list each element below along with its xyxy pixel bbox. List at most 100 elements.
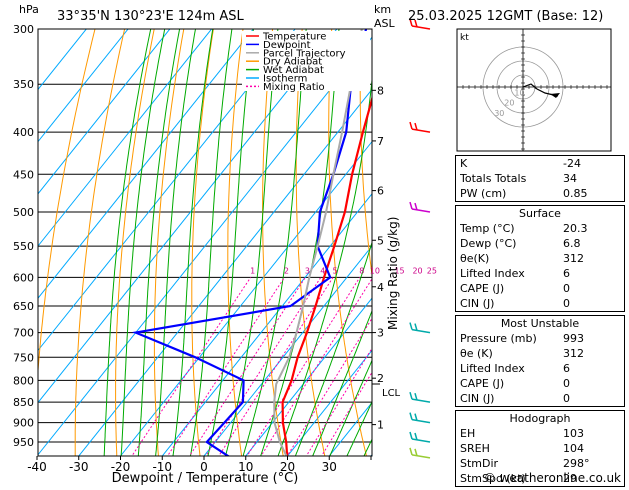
index-row: CAPE (J)0 [456,281,624,296]
pressure-tick-label: 650 [13,300,34,313]
hodograph-ring-label: 30 [494,109,504,118]
index-key: PW (cm) [460,186,563,201]
mixing-ratio-line [205,277,333,478]
mixing-ratio-label: 2 [284,266,289,275]
index-key: Lifted Index [460,361,563,376]
wind-barb [410,202,430,212]
index-row: K-24 [456,156,624,171]
index-row: PW (cm)0.85 [456,186,624,201]
mixing-ratio-label: 3 [305,266,310,275]
km-tick-label: 5 [377,234,384,247]
x-tick-label: -30 [69,460,89,474]
index-value: 6.8 [563,236,620,251]
mixing-ratio-label: 4 [320,266,325,275]
mixing-ratio-line [192,277,321,478]
pressure-tick-label: 750 [13,351,34,364]
index-key: CIN (J) [460,391,563,406]
isotherm-line [0,4,273,478]
index-value: 6 [563,266,620,281]
dry-adiabat [391,4,457,478]
wind-barb [410,448,430,458]
x-axis-label: Dewpoint / Temperature (°C) [112,471,299,486]
mixing-ratio-line [117,277,250,478]
hodograph-title: Hodograph [456,411,624,426]
km-unit-label: km [374,3,391,16]
index-key: StmDir [460,456,563,471]
wind-barb [410,413,430,423]
hodograph-ring-label: 10 [514,89,524,98]
index-value: 104 [563,441,620,456]
most-unstable-title: Most Unstable [456,316,624,331]
index-value: 312 [563,251,620,266]
index-value: 29 [563,471,620,486]
wet-adiabat [120,4,170,478]
index-row: CIN (J)0 [456,391,624,406]
index-value: 0.85 [563,186,620,201]
index-key: θe (K) [460,346,563,361]
index-key: CIN (J) [460,296,563,311]
km-tick-label: 4 [377,281,384,294]
index-row: θe (K)312 [456,346,624,361]
km-tick-label: 6 [377,185,384,198]
km-tick-label: 1 [377,419,384,432]
pressure-tick-label: 800 [13,374,34,387]
lcl-label: LCL [382,388,401,399]
index-value: 993 [563,331,620,346]
pressure-tick-label: 300 [13,23,34,36]
wind-barb [410,392,430,402]
hodograph-ring-label: 20 [504,99,514,108]
index-value: 0 [563,376,620,391]
km-tick-label: 7 [377,135,384,148]
index-row: Temp (°C)20.3 [456,221,624,236]
x-tick-label: -40 [27,460,47,474]
mixing-ratio-line [309,277,430,478]
index-key: K [460,156,563,171]
index-value: -24 [563,156,620,171]
index-row: Dewp (°C)6.8 [456,236,624,251]
index-key: Lifted Index [460,266,563,281]
index-row: CIN (J)0 [456,296,624,311]
mixing-ratio-label: 10 [370,266,380,275]
pressure-tick-label: 950 [13,436,34,449]
index-key: CAPE (J) [460,281,563,296]
index-value: 0 [563,391,620,406]
pressure-tick-label: 850 [13,396,34,409]
hodograph-frame [457,29,611,151]
pressure-tick-label: 350 [13,78,34,91]
index-value: 0 [563,281,620,296]
index-key: StmSpd (kt) [460,471,563,486]
wind-barb [410,432,430,442]
index-row: StmSpd (kt)29 [456,471,624,486]
hodograph-unit: kt [460,33,469,43]
index-value: 0 [563,296,620,311]
km-tick-label: 3 [377,327,384,340]
dry-adiabat [192,4,218,478]
index-row: CAPE (J)0 [456,376,624,391]
index-key: Temp (°C) [460,221,563,236]
surface-title: Surface [456,206,624,221]
index-row: Pressure (mb)993 [456,331,624,346]
index-key: CAPE (J) [460,376,563,391]
wind-barb [410,122,430,132]
wet-adiabat [103,4,156,478]
km-tick-label: 2 [377,372,384,385]
index-value: 34 [563,171,620,186]
index-key: Dewp (°C) [460,236,563,251]
wet-adiabat [170,4,217,478]
km-tick-label: 8 [377,84,384,97]
legend-entry: Mixing Ratio [263,82,325,93]
mixing-ratio-label: 25 [427,266,437,275]
mixing-ratio-label: 1 [250,266,255,275]
pressure-tick-label: 700 [13,327,34,340]
mixing-ratio-label: 20 [412,266,422,275]
